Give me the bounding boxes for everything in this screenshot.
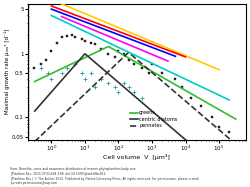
Point	[83, 78, 87, 81]
Point	[80, 38, 84, 41]
Point	[132, 91, 136, 94]
greens	[154, 72, 156, 74]
Point	[140, 66, 144, 69]
centric diatoms	[34, 109, 37, 111]
Point	[227, 130, 231, 133]
pennates	[203, 117, 206, 119]
Point	[116, 50, 120, 53]
Point	[66, 34, 70, 37]
greens	[107, 45, 110, 48]
centric diatoms	[203, 155, 206, 157]
Point	[80, 71, 84, 74]
Point	[44, 58, 48, 61]
pennates	[216, 128, 219, 130]
Point	[50, 78, 54, 81]
centric diatoms	[33, 110, 36, 112]
Point	[60, 36, 64, 39]
centric diatoms	[84, 53, 86, 55]
Point	[113, 55, 117, 58]
Point	[39, 62, 43, 65]
greens	[153, 72, 156, 74]
Point	[150, 62, 154, 65]
centric diatoms	[157, 115, 160, 118]
Point	[89, 41, 93, 44]
greens	[34, 80, 37, 82]
Line: centric diatoms: centric diatoms	[35, 54, 236, 183]
Line: greens: greens	[35, 47, 236, 119]
Point	[113, 86, 117, 89]
Point	[73, 36, 77, 39]
centric diatoms	[216, 166, 219, 168]
greens	[157, 74, 160, 76]
Y-axis label: Maximal growth rate μₘₐˣ [d⁻¹]: Maximal growth rate μₘₐˣ [d⁻¹]	[4, 29, 10, 114]
Point	[190, 97, 194, 100]
pennates	[34, 140, 37, 142]
pennates	[157, 77, 160, 79]
Text: From: Benefits, costs and taxonomic distribution of marine phytoplankton body si: From: Benefits, costs and taxonomic dist…	[10, 167, 200, 185]
Point	[66, 66, 70, 69]
pennates	[33, 140, 36, 143]
Point	[122, 81, 126, 84]
Point	[217, 126, 221, 129]
Point	[89, 71, 93, 74]
greens	[203, 100, 206, 103]
Point	[73, 62, 77, 65]
Point	[32, 66, 36, 69]
pennates	[153, 73, 156, 76]
Point	[99, 78, 103, 81]
Legend: greens, centric diatoms, pennates: greens, centric diatoms, pennates	[128, 108, 179, 130]
Line: pennates: pennates	[35, 53, 236, 144]
X-axis label: Cell volume  V  [μm³]: Cell volume V [μm³]	[104, 154, 170, 160]
pennates	[154, 74, 156, 76]
Point	[147, 71, 151, 74]
Point	[126, 58, 130, 61]
Point	[116, 91, 120, 94]
greens	[216, 108, 219, 110]
greens	[234, 118, 237, 120]
Point	[132, 62, 136, 65]
Point	[122, 52, 126, 55]
Point	[174, 78, 178, 81]
Point	[210, 116, 214, 119]
pennates	[127, 51, 130, 54]
Point	[200, 105, 203, 108]
Point	[93, 43, 97, 46]
Point	[46, 71, 50, 74]
Point	[160, 71, 164, 74]
Point	[106, 52, 110, 55]
Point	[50, 50, 54, 53]
Point	[83, 39, 87, 42]
Point	[93, 86, 97, 89]
Point	[180, 86, 184, 89]
centric diatoms	[153, 112, 156, 114]
Point	[60, 71, 64, 74]
pennates	[234, 143, 237, 145]
Point	[106, 81, 110, 84]
Point	[140, 97, 144, 100]
centric diatoms	[154, 113, 156, 115]
Point	[99, 47, 103, 50]
Point	[70, 33, 73, 36]
greens	[33, 80, 36, 83]
Point	[55, 41, 59, 44]
Point	[39, 66, 43, 69]
Point	[126, 86, 130, 89]
centric diatoms	[234, 182, 237, 184]
